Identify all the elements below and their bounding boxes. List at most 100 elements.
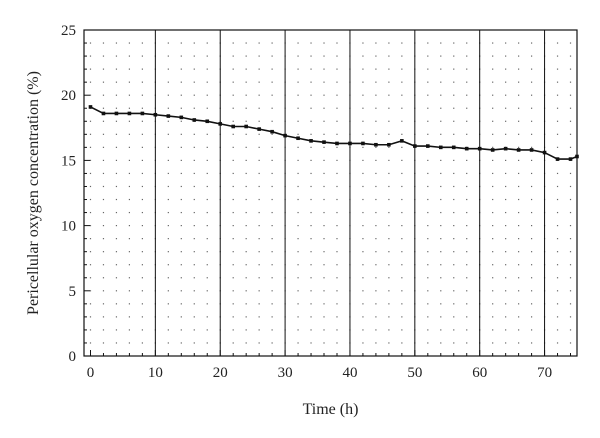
grid-dot xyxy=(569,225,572,227)
grid-dot xyxy=(518,251,520,253)
grid-dot xyxy=(167,251,169,253)
grid-dot xyxy=(232,225,234,227)
data-point xyxy=(205,119,210,124)
grid-dot xyxy=(569,107,572,109)
grid-dot xyxy=(453,329,455,331)
grid-dot xyxy=(362,264,364,266)
grid-dot xyxy=(206,185,208,188)
grid-dot xyxy=(466,277,468,279)
grid-dot xyxy=(388,211,390,214)
grid-dot xyxy=(440,55,442,57)
grid-dot xyxy=(180,251,182,253)
grid-dot xyxy=(401,172,403,175)
grid-dot xyxy=(206,303,208,305)
grid-dot xyxy=(141,42,143,44)
grid-dot xyxy=(440,172,442,175)
data-point xyxy=(296,136,300,141)
grid-dot xyxy=(323,185,325,188)
grid-dot xyxy=(453,198,455,201)
grid-dot xyxy=(427,264,429,266)
grid-dot xyxy=(115,42,118,44)
data-point xyxy=(244,124,248,129)
grid-dot xyxy=(530,342,533,344)
grid-dot xyxy=(505,42,507,44)
grid-dot xyxy=(388,329,390,331)
grid-dot xyxy=(297,264,299,266)
grid-dot xyxy=(141,185,143,188)
grid-dot xyxy=(206,94,208,96)
grid-dot xyxy=(310,146,312,148)
grid-dot xyxy=(362,251,364,253)
grid-dot xyxy=(310,133,312,135)
grid-dot xyxy=(440,42,442,44)
grid-dot xyxy=(128,133,131,135)
grid-dot xyxy=(258,42,260,44)
grid-dot xyxy=(362,225,364,227)
grid-dot xyxy=(258,159,260,161)
grid-dot xyxy=(167,42,169,44)
x-axis-ticks: 0 10 20 30 40 50 60 70 xyxy=(87,350,572,381)
grid-dot xyxy=(167,225,169,227)
grid-dot xyxy=(180,159,182,161)
grid-dot xyxy=(310,172,312,175)
grid-dot xyxy=(232,159,234,161)
grid-dot xyxy=(401,146,403,148)
grid-dot xyxy=(245,329,247,331)
grid-dot xyxy=(297,107,299,109)
grid-dot xyxy=(141,211,143,214)
grid-dot xyxy=(89,316,92,318)
grid-dot xyxy=(556,185,559,188)
grid-dot xyxy=(245,316,247,318)
grid-dot xyxy=(453,185,455,188)
grid-dot xyxy=(336,211,338,214)
grid-dot xyxy=(518,81,520,83)
grid-dot xyxy=(375,55,377,57)
grid-dot xyxy=(167,185,169,188)
grid-dot xyxy=(323,251,325,253)
grid-dot xyxy=(466,342,468,344)
grid-dot xyxy=(245,172,247,175)
grid-dot xyxy=(323,172,325,175)
grid-dot xyxy=(518,290,520,292)
grid-dot xyxy=(167,303,169,305)
grid-dot xyxy=(206,211,208,214)
grid-dot xyxy=(530,303,533,305)
grid-dot xyxy=(492,198,494,201)
grid-dot xyxy=(492,107,494,109)
grid-dot xyxy=(297,329,299,331)
grid-dot xyxy=(401,238,403,240)
grid-dot xyxy=(518,107,520,109)
grid-dot xyxy=(310,81,312,83)
grid-dot xyxy=(453,264,455,266)
grid-dot xyxy=(193,277,195,279)
grid-dot xyxy=(518,42,520,44)
data-point xyxy=(529,148,534,152)
grid-dot xyxy=(245,264,247,266)
grid-dot xyxy=(466,107,468,109)
grid-dot xyxy=(453,290,455,292)
plot-frame xyxy=(83,29,578,357)
grid-dot xyxy=(569,133,572,135)
grid-dot xyxy=(141,68,143,70)
grid-dot xyxy=(271,264,273,266)
grid-dot xyxy=(556,81,559,83)
grid-dot xyxy=(518,277,520,279)
grid-dot xyxy=(466,198,468,201)
grid-dot xyxy=(297,81,299,83)
grid-dot xyxy=(336,342,338,344)
grid-dot xyxy=(297,290,299,292)
grid-dot xyxy=(115,185,118,188)
grid-dot xyxy=(388,55,390,57)
grid-dot xyxy=(167,120,169,122)
grid-dot xyxy=(102,146,105,148)
grid-dot xyxy=(271,251,273,253)
grid-dot xyxy=(193,42,195,44)
grid-dot xyxy=(505,159,507,161)
grid-dot xyxy=(453,342,455,344)
grid-dot xyxy=(440,251,442,253)
series-layer xyxy=(88,105,579,161)
grid-dot xyxy=(427,55,429,57)
grid-dot xyxy=(453,225,455,227)
grid-dot xyxy=(102,94,105,96)
grid-dot xyxy=(336,264,338,266)
